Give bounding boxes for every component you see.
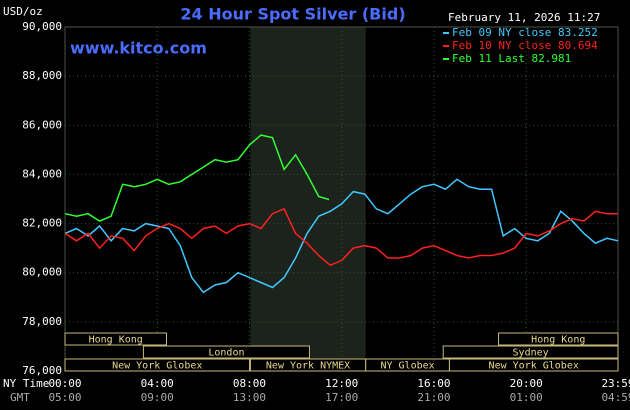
session-label: New York NYMEX	[266, 361, 350, 372]
session-label: Hong Kong	[89, 335, 143, 346]
legend-label: Feb 09 NY close 83.252	[452, 26, 598, 39]
x-tick-label: 08:00	[233, 377, 266, 390]
session-bar	[142, 345, 310, 359]
chart-title: 24 Hour Spot Silver (Bid)	[180, 5, 405, 24]
series-line	[64, 134, 330, 222]
source-label: www.kitco.com	[70, 39, 207, 58]
session-bar	[442, 345, 619, 359]
session-shade	[250, 27, 366, 371]
series-line	[64, 207, 618, 267]
x-tick-label: 04:00	[141, 377, 174, 390]
y-tick-label: 86,000	[22, 118, 62, 131]
y-tick-label: 76,000	[22, 364, 62, 377]
gmt-tick-label: 04:59	[601, 391, 630, 404]
x-tick-label: 00:00	[48, 377, 81, 390]
series-line	[64, 178, 619, 294]
x-tick-label: 12:00	[325, 377, 358, 390]
y-tick-label: 82,000	[22, 217, 62, 230]
y-tick-label: 78,000	[22, 315, 62, 328]
session-label: New York Globex	[489, 361, 579, 372]
session-bar	[64, 332, 167, 346]
gmt-tick-label: 17:00	[325, 391, 358, 404]
session-bar	[448, 358, 619, 372]
y-axis-label: USD/oz	[3, 5, 43, 18]
session-label: London	[208, 348, 244, 359]
session-label: Sydney	[513, 348, 549, 359]
legend-label: Feb 10 NY close 80.694	[452, 39, 598, 52]
session-bar	[498, 332, 619, 346]
x-tick-label: 20:00	[510, 377, 543, 390]
x-tick-label: 23:59	[601, 377, 630, 390]
session-label: Hong Kong	[531, 335, 585, 346]
x-tick-label: 16:00	[417, 377, 450, 390]
legend-label: Feb 11 Last 82.981	[452, 52, 571, 65]
session-label: NY Globex	[380, 361, 434, 372]
y-tick-label: 84,000	[22, 167, 62, 180]
y-tick-label: 88,000	[22, 69, 62, 82]
gmt-tick-label: 09:00	[141, 391, 174, 404]
x-row-label: GMT	[10, 391, 30, 404]
y-tick-label: 90,000	[22, 20, 62, 33]
gmt-tick-label: 05:00	[48, 391, 81, 404]
gmt-tick-label: 21:00	[417, 391, 450, 404]
gmt-tick-label: 01:00	[510, 391, 543, 404]
session-bar	[64, 358, 250, 372]
x-row-label: NY Time	[3, 377, 49, 390]
date-label: February 11, 2026 11:27	[448, 11, 600, 24]
y-tick-label: 80,000	[22, 266, 62, 279]
session-label: New York Globex	[112, 361, 202, 372]
gmt-tick-label: 13:00	[233, 391, 266, 404]
